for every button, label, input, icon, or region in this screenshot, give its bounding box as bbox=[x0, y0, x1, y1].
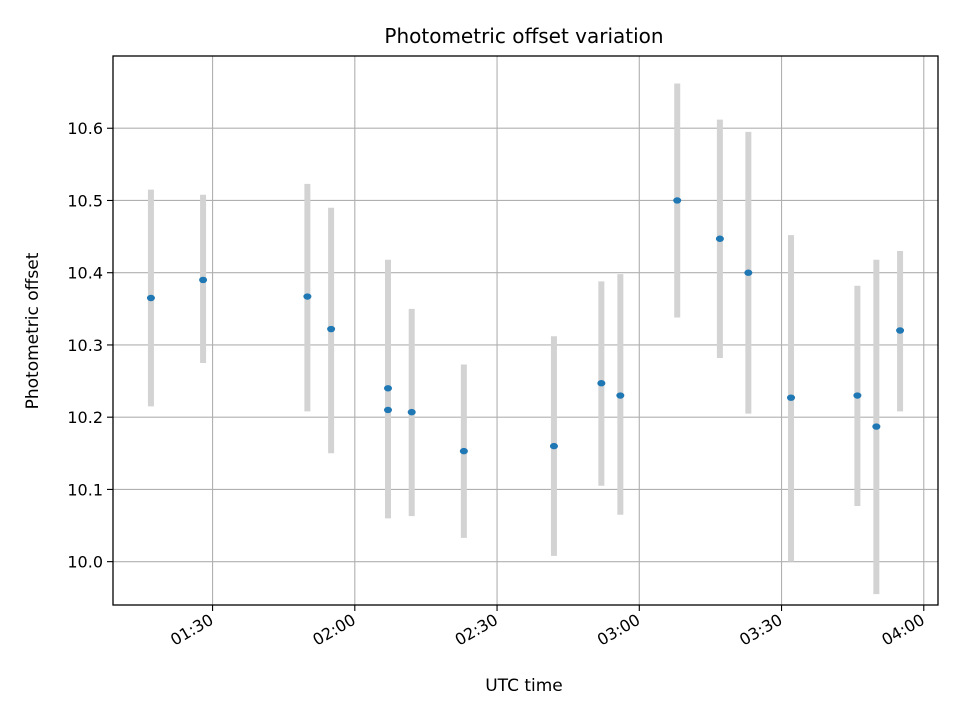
y-tick-label: 10.0 bbox=[67, 553, 103, 572]
x-tick-label: 02:30 bbox=[452, 610, 501, 650]
x-axis-label: UTC time bbox=[485, 676, 563, 696]
data-point bbox=[853, 392, 862, 399]
y-tick-label: 10.2 bbox=[67, 408, 103, 427]
data-point bbox=[146, 294, 155, 302]
data-point bbox=[199, 276, 208, 284]
x-tick-label: 03:30 bbox=[736, 610, 785, 650]
data-point bbox=[549, 442, 558, 450]
data-point bbox=[303, 293, 312, 300]
data-point bbox=[787, 394, 796, 401]
y-axis-label: Photometric offset bbox=[23, 252, 43, 409]
error-bars bbox=[147, 83, 904, 595]
x-tick-label: 01:30 bbox=[167, 610, 216, 650]
chart-title: Photometric offset variation bbox=[384, 24, 663, 48]
y-tick-label: 10.5 bbox=[67, 191, 103, 210]
data-point bbox=[407, 408, 416, 416]
data-point bbox=[459, 447, 468, 455]
data-point bbox=[896, 327, 905, 334]
grid bbox=[113, 56, 938, 605]
y-axis: 10.0 10.1 10.2 10.3 10.4 10.5 10.6 bbox=[67, 119, 113, 572]
y-tick-label: 10.4 bbox=[67, 264, 103, 283]
data-point bbox=[872, 423, 881, 430]
data-point bbox=[384, 385, 392, 392]
data-point bbox=[384, 406, 392, 414]
y-tick-label: 10.6 bbox=[67, 119, 103, 138]
data-point bbox=[673, 197, 682, 204]
y-tick-label: 10.3 bbox=[67, 336, 103, 355]
y-tick-label: 10.1 bbox=[67, 480, 103, 499]
x-axis: 01:30 02:00 02:30 03:00 03:30 04:00 bbox=[167, 605, 928, 650]
data-point bbox=[327, 325, 336, 333]
plot-area bbox=[112, 55, 939, 606]
data-point bbox=[597, 380, 606, 387]
data-point bbox=[715, 235, 724, 242]
x-tick-label: 02:00 bbox=[309, 610, 358, 650]
x-tick-label: 04:00 bbox=[878, 610, 927, 650]
data-point bbox=[744, 269, 753, 276]
data-point bbox=[616, 392, 625, 399]
x-tick-label: 03:00 bbox=[594, 610, 643, 650]
data-points bbox=[146, 197, 905, 455]
